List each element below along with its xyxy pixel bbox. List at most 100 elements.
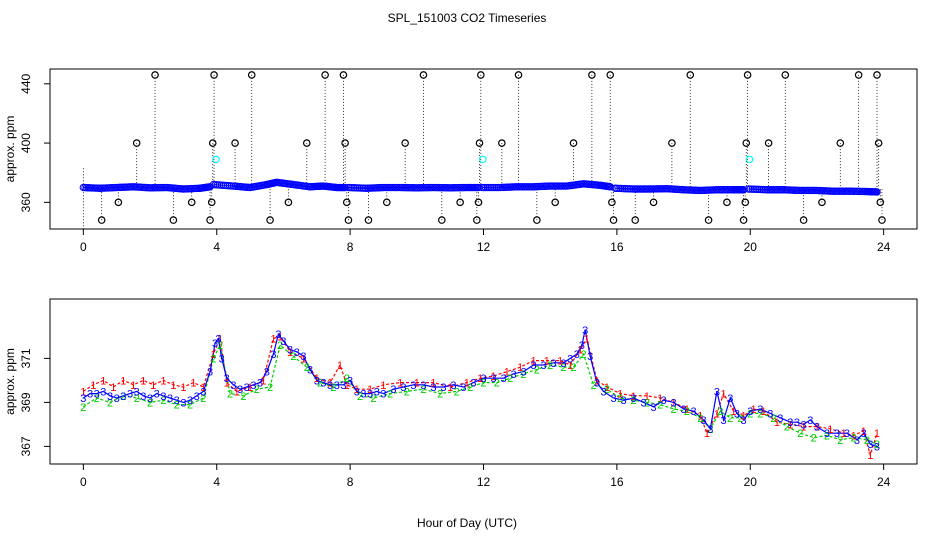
x-tick-label: 8: [347, 475, 354, 489]
flag-point: [704, 216, 713, 224]
series-2-point: 2: [187, 400, 193, 412]
series-3-point: 3: [430, 382, 436, 394]
series-2-point: 2: [304, 362, 310, 374]
series-3-point: 3: [100, 386, 106, 398]
series-3-point: 3: [360, 389, 366, 401]
x-tick-label: 12: [477, 240, 491, 254]
series-2-point: 2: [560, 362, 566, 374]
series-1-point: 1: [577, 345, 583, 357]
series-2-point: 2: [547, 360, 553, 372]
x-tick-label: 0: [80, 475, 87, 489]
series-1-point: 1: [721, 389, 727, 401]
series-line-1: [82, 335, 878, 458]
series-1-point: 1: [430, 378, 436, 390]
flag-point: [247, 71, 256, 79]
series-1-point: 1: [604, 382, 610, 394]
y-tick-label: 371: [19, 348, 33, 368]
series-1-point: 1: [704, 428, 710, 440]
series-1-point: 1: [814, 422, 820, 434]
series-1-point: 1: [567, 360, 573, 372]
series-1-point: 1: [180, 382, 186, 394]
flag-point: [438, 216, 446, 224]
series-3-point: 3: [450, 380, 456, 392]
baseline-point: [341, 183, 349, 192]
series-2-point: 2: [454, 386, 460, 398]
series-3-point: 3: [510, 369, 516, 381]
series-2-point: 2: [811, 433, 817, 445]
series-3-point: 3: [620, 395, 626, 407]
series-1-point: 1: [787, 419, 793, 431]
series-2-point: 2: [437, 389, 443, 401]
series-2-point: 2: [467, 382, 473, 394]
flag-point: [741, 198, 750, 207]
series-3-point: 3: [347, 375, 353, 387]
flag-point: [114, 198, 123, 207]
flag-point: [608, 198, 616, 207]
series-3-point: 3: [550, 358, 556, 370]
series-1-point: 1: [490, 371, 496, 383]
series-3-point: 3: [574, 349, 580, 361]
series-2-point: 2: [747, 408, 753, 420]
series-1-point: 1: [300, 353, 306, 365]
series-3-point: 3: [867, 439, 873, 451]
series-1-point: 1: [247, 382, 253, 394]
series-2-point: 2: [671, 404, 677, 416]
plot-frame: [49, 68, 918, 230]
series-3-point: 3: [264, 367, 270, 379]
series-3-point: 3: [410, 380, 416, 392]
series-1-point: 1: [80, 386, 86, 398]
series-2-point: 2: [570, 362, 576, 374]
x-tick-label: 12: [477, 475, 491, 489]
series-3-point: 3: [787, 417, 793, 429]
series-3-point: 3: [540, 360, 546, 372]
flag-point: [818, 198, 826, 207]
series-1-point: 1: [477, 373, 483, 385]
series-3-point: 3: [691, 406, 697, 418]
series-3-point: 3: [237, 384, 243, 396]
series-1-point: 1: [234, 386, 240, 398]
series-3-point: 3: [470, 378, 476, 390]
series-2-point: 2: [227, 389, 233, 401]
series-1-point: 1: [224, 378, 230, 390]
series-3-point: 3: [757, 404, 763, 416]
cyan-point: [479, 155, 487, 164]
flag-point: [799, 216, 808, 224]
flag-point: [743, 71, 752, 79]
series-2-point: 2: [174, 400, 180, 412]
series-2-point: 2: [480, 378, 486, 390]
flag-point: [668, 139, 676, 147]
flag-point: [207, 198, 216, 207]
series-line-3: [82, 329, 878, 447]
series-3-point: 3: [187, 395, 193, 407]
flag-point: [686, 71, 695, 79]
series-3-point: 3: [874, 441, 880, 453]
series-3-point: 3: [287, 345, 293, 357]
x-tick-label: 4: [213, 240, 220, 254]
series-1-point: 1: [761, 406, 767, 418]
flag-point: [151, 71, 159, 79]
series-1-point: 1: [684, 404, 690, 416]
flag-point: [781, 71, 790, 79]
flag-point: [473, 216, 481, 224]
flag-point: [551, 198, 559, 207]
series-3-point: 3: [390, 384, 396, 396]
series-2-point: 2: [520, 369, 526, 381]
series-2-point: 2: [874, 439, 880, 451]
series-3-point: 3: [87, 389, 93, 401]
series-2-point: 2: [387, 389, 393, 401]
flag-point: [132, 139, 141, 147]
series-3-point: 3: [280, 336, 286, 348]
flag-point: [854, 71, 863, 79]
series-1-point: 1: [671, 397, 677, 409]
flag-point: [878, 216, 886, 224]
series-2-point: 2: [217, 340, 223, 352]
flag-point: [341, 139, 349, 147]
series-2-point: 2: [420, 384, 426, 396]
series-1-point: 1: [517, 362, 523, 374]
series-1-point: 1: [557, 356, 563, 368]
series-3-point: 3: [180, 397, 186, 409]
series-3-point: 3: [154, 389, 160, 401]
cyan-point: [212, 155, 220, 164]
flag-point: [401, 139, 409, 147]
